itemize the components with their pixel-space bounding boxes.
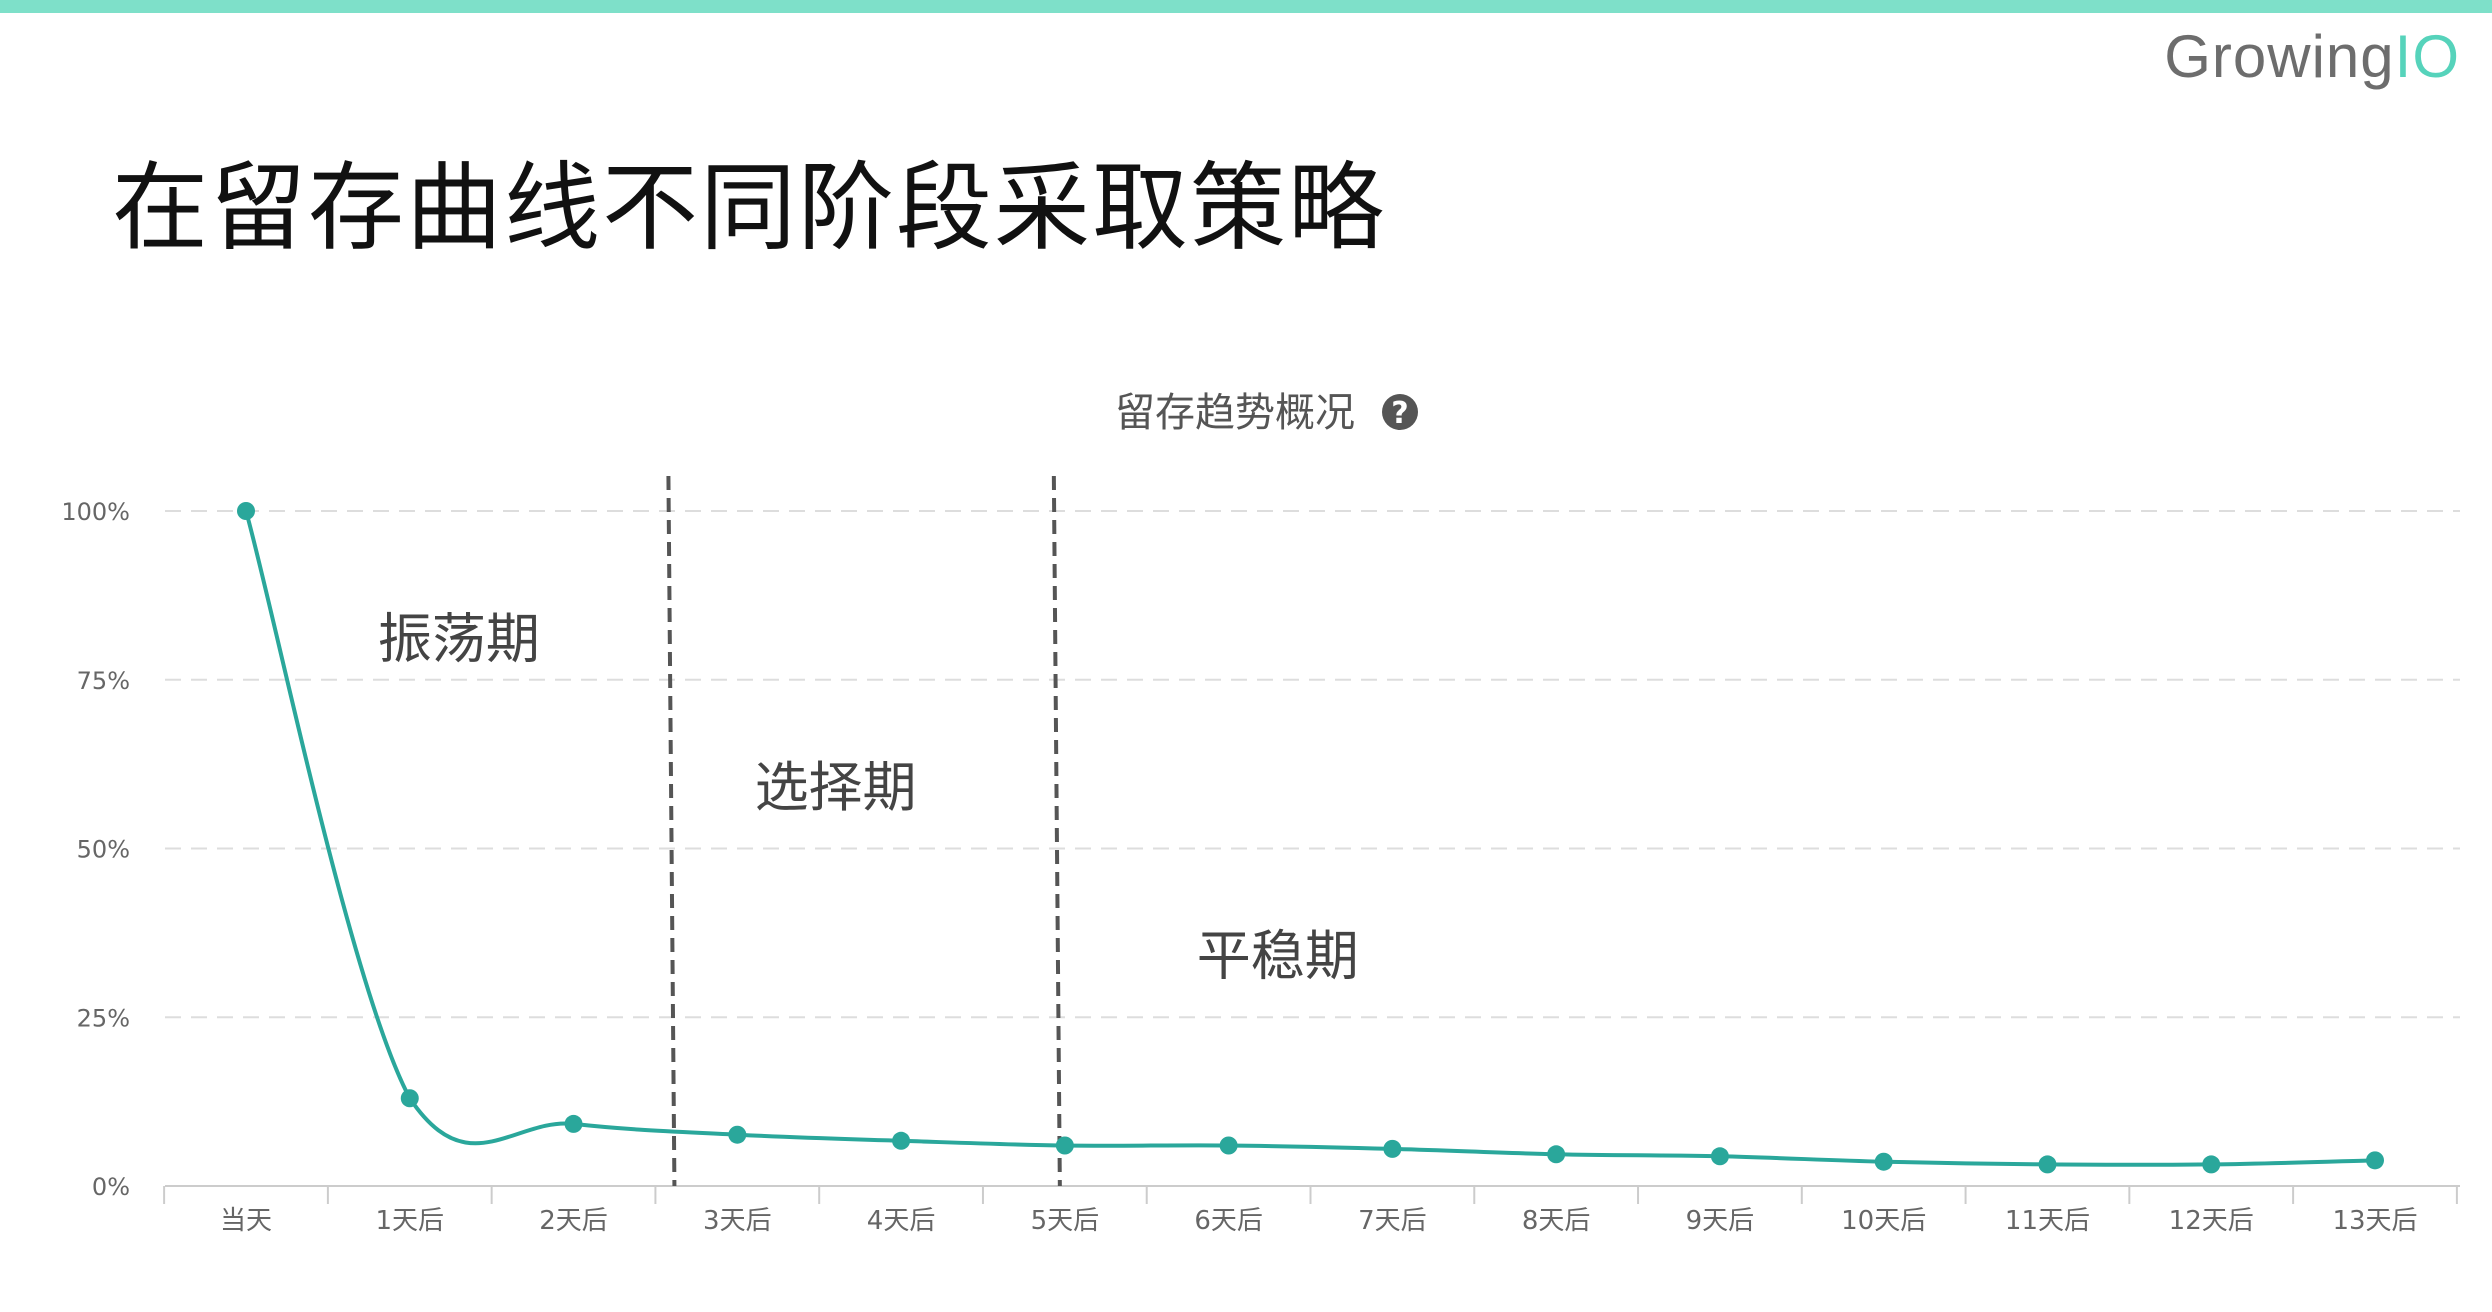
phase-dividers	[666, 475, 1062, 1187]
data-point	[1383, 1139, 1402, 1158]
data-point	[892, 1131, 911, 1150]
svg-text:?: ?	[1391, 396, 1408, 431]
data-point	[2366, 1151, 2384, 1170]
x-tick-label: 5天后	[1031, 1206, 1100, 1236]
x-tick-label: 8天后	[1522, 1206, 1591, 1236]
x-tick-label: 7天后	[1358, 1206, 1427, 1236]
y-tick-label: 100%	[61, 498, 130, 526]
x-tick-label: 4天后	[867, 1206, 936, 1236]
x-tick-label: 1天后	[375, 1206, 444, 1236]
data-point	[2038, 1155, 2057, 1174]
data-point	[1055, 1136, 1074, 1155]
y-axis: 0% 25% 50% 75% 100%	[61, 498, 130, 1201]
question-circle-icon[interactable]: ?	[1382, 394, 1418, 431]
x-tick-label: 3天后	[703, 1206, 772, 1236]
x-tick-label: 10天后	[1841, 1206, 1926, 1236]
phase-label: 平稳期	[1197, 925, 1359, 988]
y-tick-label: 0%	[92, 1173, 130, 1201]
data-point	[728, 1125, 747, 1144]
chart-title: 留存趋势概况	[1115, 390, 1355, 436]
data-point	[1874, 1152, 1893, 1171]
x-tick-label: 当天	[220, 1206, 272, 1236]
data-point	[237, 502, 255, 520]
phase-divider-line	[666, 475, 677, 1187]
retention-series	[237, 502, 2384, 1174]
chart-title-group: 留存趋势概况 ?	[1115, 390, 1418, 436]
y-tick-label: 50%	[77, 836, 130, 864]
data-point	[2202, 1155, 2221, 1174]
slide-title: 在留存曲线不同阶段采取策略	[112, 152, 1386, 264]
top-accent-bar	[0, 0, 2492, 13]
data-point	[1219, 1136, 1238, 1155]
x-tick-label: 11天后	[2005, 1206, 2090, 1236]
retention-line	[244, 510, 2376, 1167]
phase-label: 选择期	[755, 756, 917, 819]
data-point	[1710, 1147, 1729, 1166]
x-axis: 当天 1天后 2天后 3天后 4天后 5天后 6天后 7天后 8天后 9天后 10天后 11天后 12天…	[163, 1185, 2460, 1236]
data-point	[400, 1089, 419, 1108]
x-tick-label: 12天后	[2169, 1206, 2254, 1236]
growingio-logo: GrowingIO	[2164, 23, 2460, 90]
x-tick-label: 6天后	[1194, 1206, 1263, 1236]
phase-label: 振荡期	[378, 607, 540, 670]
data-point	[1547, 1145, 1566, 1164]
data-point	[564, 1114, 583, 1133]
phase-divider-line	[1051, 475, 1062, 1187]
x-tick-label: 9天后	[1686, 1206, 1755, 1236]
y-tick-label: 25%	[77, 1004, 130, 1032]
grid-lines	[165, 510, 2460, 1019]
y-tick-label: 75%	[77, 667, 130, 695]
x-tick-label: 13天后	[2332, 1206, 2417, 1236]
x-tick-label: 2天后	[539, 1206, 608, 1236]
